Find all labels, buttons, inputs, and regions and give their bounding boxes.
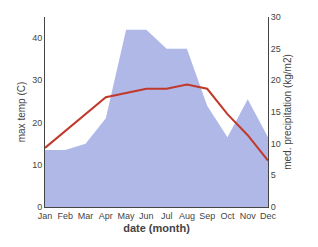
svg-text:Aug: Aug xyxy=(179,211,195,221)
svg-text:max temp (C): max temp (C) xyxy=(16,82,27,143)
svg-text:Dec: Dec xyxy=(260,211,277,221)
svg-text:10: 10 xyxy=(32,160,42,170)
svg-text:Feb: Feb xyxy=(58,211,74,221)
svg-text:Mar: Mar xyxy=(78,211,94,221)
svg-text:Jul: Jul xyxy=(161,211,173,221)
svg-text:15: 15 xyxy=(271,107,281,117)
svg-text:Jan: Jan xyxy=(38,211,53,221)
svg-text:25: 25 xyxy=(271,44,281,54)
svg-text:30: 30 xyxy=(271,12,281,22)
svg-text:0: 0 xyxy=(271,202,276,212)
svg-text:10: 10 xyxy=(271,139,281,149)
svg-text:Jun: Jun xyxy=(139,211,154,221)
svg-text:20: 20 xyxy=(32,118,42,128)
svg-text:date (month): date (month) xyxy=(123,222,190,234)
svg-text:Oct: Oct xyxy=(220,211,235,221)
svg-text:5: 5 xyxy=(271,170,276,180)
svg-text:Apr: Apr xyxy=(99,211,113,221)
svg-text:20: 20 xyxy=(271,75,281,85)
svg-text:Nov: Nov xyxy=(240,211,257,221)
svg-text:40: 40 xyxy=(32,33,42,43)
svg-text:med. precipitation (kg/m2): med. precipitation (kg/m2) xyxy=(282,54,293,170)
svg-text:30: 30 xyxy=(32,75,42,85)
svg-text:May: May xyxy=(118,211,136,221)
svg-text:0: 0 xyxy=(37,202,42,212)
svg-text:Sep: Sep xyxy=(199,211,215,221)
